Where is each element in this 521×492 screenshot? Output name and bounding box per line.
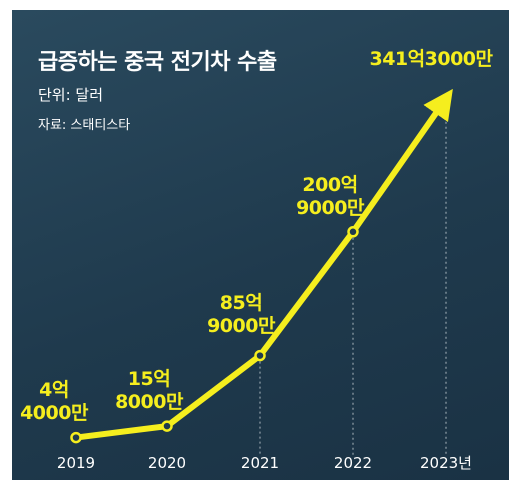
data-label-line: 341억3000만 [369,48,493,70]
data-label-2021: 85억 9000만 [207,292,276,337]
data-label-2022: 200억 9000만 [296,174,365,219]
data-label-line: 85억 [220,292,262,314]
chart-title: 급증하는 중국 전기차 수출 [38,50,277,75]
unit-label: 단위: 달러 [38,86,104,104]
source-label: 자료: 스태티스타 [38,118,131,133]
data-label-2020: 15억 8000만 [115,368,184,413]
data-label-2023년: 341억3000만 [369,48,493,70]
data-label-line: 4억 [39,379,69,401]
data-label-line: 9000만 [296,197,365,219]
chart-card: 2019 2020 2021 2022 2023년 4억 4000만 15억 8000만 85억 9… [12,10,509,480]
x-tick-label-2019: 2019 [57,454,95,472]
data-point-2019 [70,431,82,444]
data-point-2021 [254,349,266,362]
data-label-2019: 4억 4000만 [20,379,89,424]
x-tick-label-2021: 2021 [241,454,279,472]
x-tick-label-2020: 2020 [148,454,186,472]
x-tick-label-2023년: 2023년 [420,454,472,472]
x-tick-label-2022: 2022 [334,454,372,472]
data-label-line: 9000만 [207,315,276,337]
data-label-line: 4000만 [20,402,89,424]
data-label-line: 15억 [128,368,170,390]
data-point-2020 [161,420,173,432]
data-label-line: 200억 [302,174,357,196]
data-label-line: 8000만 [115,391,184,413]
data-point-2022 [347,226,359,238]
